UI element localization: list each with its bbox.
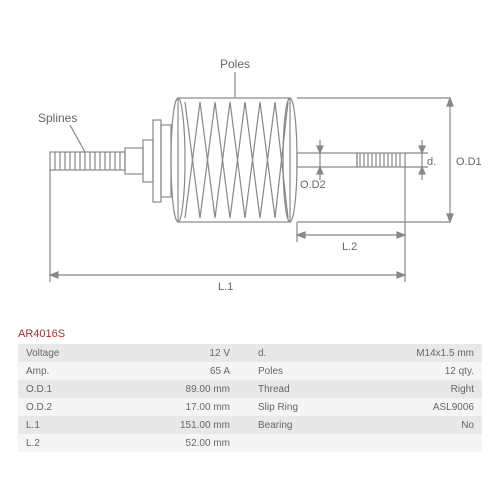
label-d: d. bbox=[427, 156, 436, 168]
table-row: Amp.65 APoles12 qty. bbox=[18, 362, 482, 380]
table-row: O.D.217.00 mmSlip RingASL9006 bbox=[18, 398, 482, 416]
label-l2: L.2 bbox=[342, 241, 357, 253]
rotor-svg: Splines Poles O.D2 d. O.D1 L.2 L.1 bbox=[10, 10, 490, 320]
spec-table: Voltage12 Vd.M14x1.5 mm Amp.65 APoles12 … bbox=[18, 344, 482, 452]
part-number: AR4016S bbox=[18, 328, 65, 340]
rotor-diagram: Splines Poles O.D2 d. O.D1 L.2 L.1 bbox=[10, 10, 490, 320]
label-od1: O.D1 bbox=[456, 156, 482, 168]
label-poles: Poles bbox=[220, 57, 250, 71]
table-row: L.252.00 mm bbox=[18, 434, 482, 452]
label-splines: Splines bbox=[38, 111, 77, 125]
table-row: O.D.189.00 mmThreadRight bbox=[18, 380, 482, 398]
label-l1: L.1 bbox=[218, 281, 233, 293]
table-row: L.1151.00 mmBearingNo bbox=[18, 416, 482, 434]
table-row: Voltage12 Vd.M14x1.5 mm bbox=[18, 344, 482, 362]
label-od2: O.D2 bbox=[300, 179, 326, 191]
